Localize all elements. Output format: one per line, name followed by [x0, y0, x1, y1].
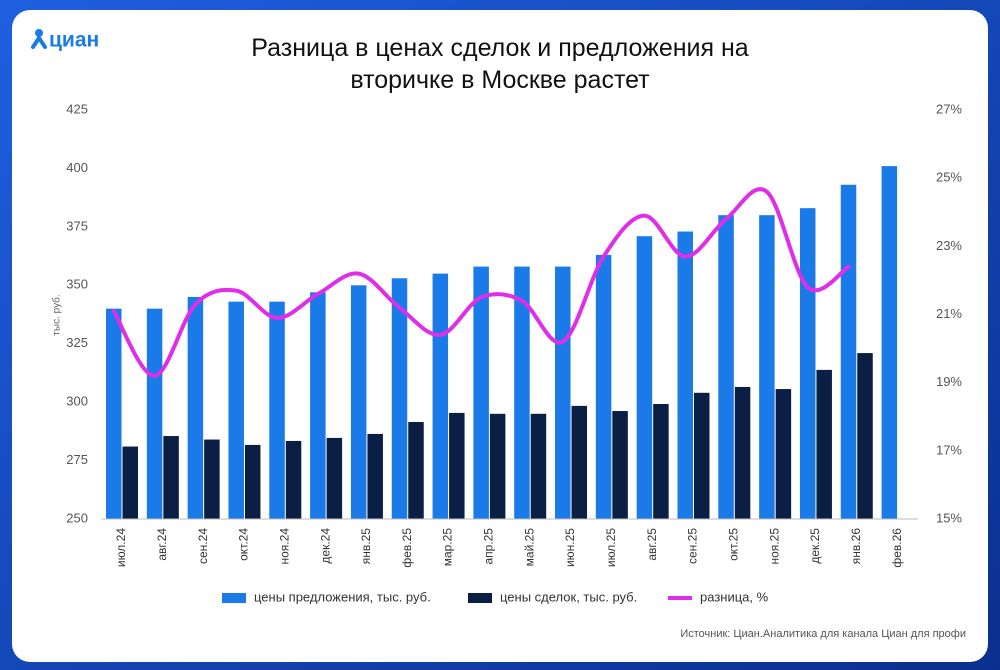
y2-tick-label: 27% [936, 101, 962, 116]
bar [163, 436, 179, 519]
y-tick-label: 375 [66, 218, 88, 233]
bar [187, 296, 204, 519]
bar [449, 412, 465, 519]
legend-label: разница, % [700, 589, 769, 604]
bar [595, 254, 612, 519]
bar [285, 440, 302, 519]
bar [269, 301, 285, 519]
y2-tick-label: 21% [936, 306, 962, 321]
line [111, 187, 851, 378]
x-tick-label: авг.24 [155, 528, 169, 561]
y-axis-label: тыс. руб. [51, 294, 63, 335]
bar [244, 444, 261, 519]
bar [514, 266, 530, 519]
bar [718, 215, 734, 519]
bar [408, 422, 424, 519]
logo-text: циан [49, 29, 99, 52]
bar [367, 433, 383, 519]
x-tick-label: ноя.24 [277, 528, 291, 565]
x-tick-label: дек.25 [808, 528, 822, 564]
x-tick-label: май.25 [522, 528, 536, 567]
x-tick-label: сен.24 [196, 528, 210, 564]
x-tick-label: апр.25 [482, 528, 496, 565]
bar [693, 392, 710, 519]
y2-tick-label: 25% [936, 170, 962, 185]
bar [146, 308, 163, 519]
x-tick-label: сен.25 [686, 528, 700, 564]
bar [653, 404, 669, 519]
bar [391, 278, 408, 519]
legend-swatch [222, 593, 246, 603]
x-tick-label: ноя.25 [767, 528, 781, 565]
bar [555, 266, 571, 519]
bar [759, 215, 775, 519]
y-tick-label: 400 [66, 160, 88, 175]
bar [473, 266, 489, 519]
bar [612, 411, 628, 519]
y2-tick-label: 15% [936, 510, 962, 525]
bar [204, 439, 220, 519]
bar [857, 353, 873, 519]
bar [350, 285, 367, 519]
x-tick-label: июл.24 [114, 528, 128, 567]
bar [489, 413, 506, 519]
y2-tick-label: 17% [936, 442, 962, 457]
bar [228, 301, 244, 519]
x-tick-label: янв.25 [359, 528, 373, 565]
bar [310, 292, 326, 519]
bar [571, 405, 588, 519]
bar [326, 437, 343, 519]
x-tick-label: окт.24 [237, 528, 251, 561]
logo-icon [31, 29, 47, 49]
y-tick-label: 300 [66, 394, 88, 409]
y2-tick-label: 19% [936, 374, 962, 389]
x-tick-label: авг.25 [645, 528, 659, 561]
y-tick-label: 325 [66, 335, 88, 350]
x-tick-label: дек.24 [318, 528, 332, 564]
bar [775, 389, 792, 519]
x-tick-label: янв.26 [849, 528, 863, 565]
y2-tick-label: 23% [936, 238, 962, 253]
source: Источник: Циан.Аналитика для канала Циан… [680, 628, 966, 640]
bar [677, 231, 693, 519]
bar [816, 369, 832, 519]
x-tick-label: мар.25 [441, 528, 455, 567]
bar [881, 166, 898, 519]
bar [636, 236, 653, 519]
y-tick-label: 350 [66, 277, 88, 292]
bar [432, 273, 449, 519]
x-tick-label: фев.26 [890, 528, 904, 568]
x-tick-label: окт.25 [726, 528, 740, 561]
bar [122, 446, 139, 519]
bar [106, 308, 122, 519]
x-tick-label: июл.25 [604, 528, 618, 567]
y-tick-label: 425 [66, 101, 88, 116]
x-tick-label: фев.25 [400, 528, 414, 568]
legend-swatch [468, 593, 492, 603]
bar [799, 208, 816, 519]
bar [530, 413, 547, 519]
y-tick-label: 250 [66, 510, 88, 525]
chart-title: Разница в ценах сделок и предложения на … [251, 34, 749, 94]
legend-label: цены предложения, тыс. руб. [254, 589, 431, 604]
bar [734, 386, 751, 519]
legend-label: цены сделок, тыс. руб. [500, 589, 637, 604]
bar [840, 184, 857, 519]
x-tick-label: июн.25 [563, 528, 577, 567]
y-tick-label: 275 [66, 452, 88, 467]
